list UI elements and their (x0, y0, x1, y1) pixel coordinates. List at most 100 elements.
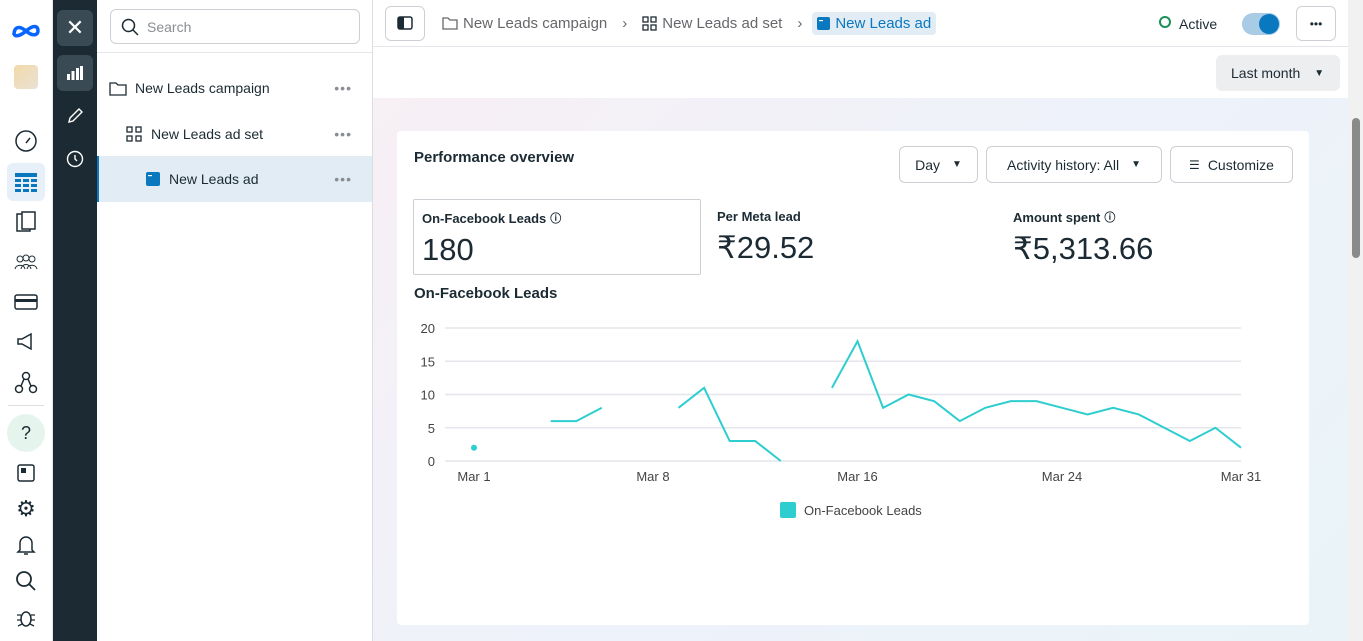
chart-bars-icon[interactable] (57, 55, 93, 91)
more-options-icon[interactable]: ••• (334, 80, 352, 96)
y-tick-label: 10 (421, 388, 435, 403)
metric-label: On-Facebook Leads (422, 210, 547, 226)
breadcrumb-ad-set[interactable]: New Leads ad set (637, 12, 787, 35)
breadcrumb-label: New Leads ad set (662, 14, 783, 32)
more-options-button[interactable]: ••• (1296, 6, 1336, 41)
granularity-label: Day (915, 156, 940, 173)
audiences-icon[interactable] (7, 243, 45, 281)
leads-line-chart: 0 5 10 15 20 Mar 1 Mar 8 Mar 16 Mar 24 Mar 31 (421, 321, 1262, 484)
bug-report-icon[interactable] (7, 598, 45, 636)
caret-down-icon: ▼ (1314, 67, 1325, 79)
account-avatar[interactable] (7, 58, 45, 96)
tool-sidebar: ✕ (53, 0, 97, 641)
legend-swatch (780, 502, 796, 518)
help-icon[interactable]: ? (7, 414, 45, 452)
metric-amount-spent[interactable]: Amount spent ⓘ ₹5,313.66 (1005, 199, 1293, 275)
chart-legend[interactable]: On-Facebook Leads (780, 502, 922, 518)
sidebar-toggle-icon (397, 16, 413, 30)
content-background: Performance overview Day ▼ Activity histo… (373, 98, 1348, 641)
toggle-panel-button[interactable] (385, 5, 425, 41)
tree-item-label: New Leads ad set (151, 126, 264, 142)
metric-label: Per Meta lead (717, 209, 801, 224)
y-tick-label: 0 (428, 454, 435, 469)
customize-button[interactable]: ☰ Customize (1170, 146, 1293, 183)
performance-overview-card: Performance overview Day ▼ Activity histo… (397, 131, 1309, 625)
search-placeholder: Search (147, 18, 192, 35)
search-icon[interactable] (7, 562, 45, 600)
series-line (550, 406, 603, 423)
chevron-right-icon: › (622, 14, 628, 32)
folder-icon (442, 17, 458, 30)
series-line (677, 386, 782, 462)
ads-manager-table-icon[interactable] (7, 163, 45, 201)
tree-item-label: New Leads ad (169, 171, 259, 187)
y-tick-label: 20 (421, 321, 435, 336)
metric-value: ₹5,313.66 (1013, 231, 1154, 266)
metric-value: ₹29.52 (717, 230, 815, 265)
tree-item-ad[interactable]: New Leads ad ••• (97, 156, 372, 202)
activity-label: Activity history: All (1007, 156, 1120, 173)
breadcrumb: New Leads campaign › New Leads ad set › … (373, 0, 1363, 47)
date-range-label: Last month (1231, 65, 1301, 81)
search-icon (121, 18, 139, 36)
breadcrumb-label: New Leads campaign (463, 14, 608, 32)
megaphone-icon[interactable] (7, 323, 45, 361)
meta-logo-icon[interactable] (7, 12, 45, 50)
grid-icon (126, 126, 142, 142)
x-tick-label: Mar 1 (457, 469, 490, 484)
caret-down-icon: ▼ (952, 159, 962, 170)
billing-card-icon[interactable] (7, 283, 45, 321)
folder-icon (109, 82, 127, 96)
campaign-tree-panel: Search New Leads campaign ••• New Leads … (97, 0, 373, 641)
breadcrumb-ad[interactable]: New Leads ad (812, 11, 937, 35)
data-point (471, 444, 477, 451)
y-tick-label: 15 (421, 354, 435, 369)
series-line (831, 338, 1242, 449)
scrollbar-thumb[interactable] (1352, 118, 1360, 258)
granularity-dropdown[interactable]: Day ▼ (899, 146, 978, 183)
events-manager-icon[interactable] (7, 363, 45, 401)
breadcrumb-campaign[interactable]: New Leads campaign (437, 12, 612, 35)
close-icon[interactable]: ✕ (57, 10, 93, 46)
metric-value: 180 (422, 232, 474, 267)
more-options-icon[interactable]: ••• (334, 126, 352, 142)
breadcrumb-label: New Leads ad (835, 14, 932, 32)
tree-item-ad-set[interactable]: New Leads ad set ••• (97, 111, 372, 157)
ad-icon (817, 16, 831, 30)
app-rail: ? ⚙ (0, 0, 53, 641)
legend-label: On-Facebook Leads (804, 502, 922, 518)
settings-gear-icon[interactable]: ⚙ (16, 496, 36, 521)
rail-divider (8, 405, 44, 406)
news-icon[interactable] (7, 454, 45, 492)
notifications-bell-icon[interactable] (7, 526, 45, 564)
main-content: New Leads campaign › New Leads ad set › … (373, 0, 1363, 641)
more-options-icon[interactable]: ••• (334, 171, 352, 187)
date-range-dropdown[interactable]: Last month ▼ (1216, 55, 1340, 91)
grid-icon (642, 15, 657, 31)
info-icon[interactable]: ⓘ (1104, 212, 1116, 224)
panel-title: Performance overview (414, 149, 575, 166)
search-input[interactable]: Search (110, 9, 360, 44)
dashboard-icon[interactable] (7, 122, 45, 160)
status-badge: Active (1179, 16, 1218, 32)
y-tick-label: 5 (428, 421, 435, 436)
info-icon[interactable]: ⓘ (550, 213, 562, 225)
history-clock-icon[interactable] (57, 141, 93, 177)
activity-history-dropdown[interactable]: Activity history: All ▼ (986, 146, 1162, 183)
status-dot-icon (1159, 16, 1171, 28)
active-toggle[interactable] (1242, 13, 1280, 35)
caret-down-icon: ▼ (1131, 159, 1141, 170)
metric-label: Amount spent (1013, 209, 1101, 225)
chart-title: On-Facebook Leads (414, 285, 558, 302)
chevron-right-icon: › (797, 14, 803, 32)
ad-icon (146, 172, 160, 186)
edit-pencil-icon[interactable] (57, 98, 93, 134)
scrollbar[interactable] (1348, 0, 1363, 641)
metric-leads[interactable]: On-Facebook Leads ⓘ 180 (413, 199, 701, 275)
metric-cost-per-lead[interactable]: Per Meta lead ₹29.52 (709, 199, 997, 275)
customize-sliders-icon: ☰ (1189, 157, 1200, 172)
customize-label: Customize (1207, 156, 1274, 173)
pages-icon[interactable] (7, 203, 45, 241)
tree-item-campaign[interactable]: New Leads campaign ••• (97, 65, 372, 111)
tree-item-label: New Leads campaign (135, 80, 270, 96)
